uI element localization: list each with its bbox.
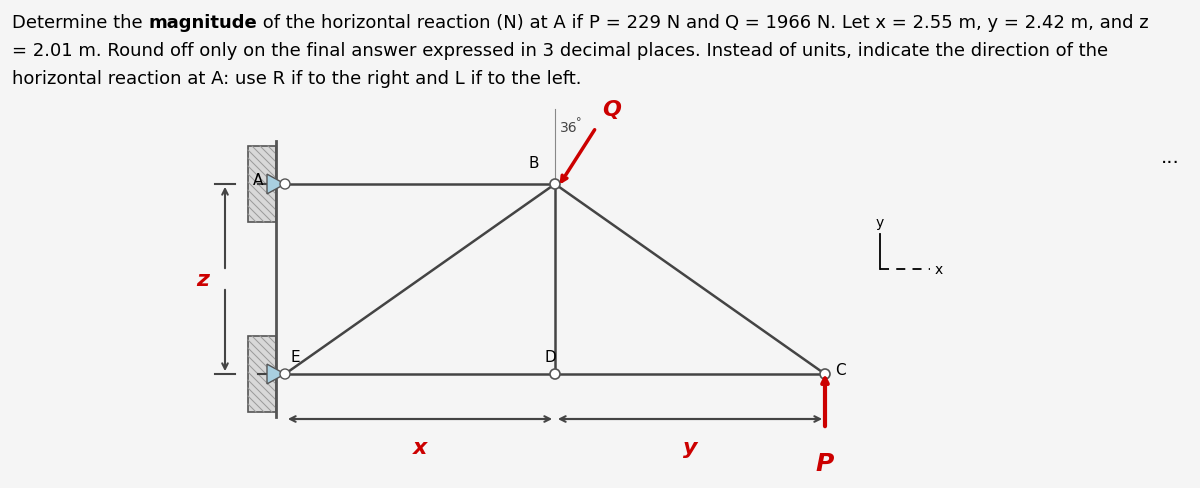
Text: of the horizontal reaction (N) at A if: of the horizontal reaction (N) at A if <box>257 14 589 32</box>
Text: x: x <box>935 263 943 276</box>
Text: 36: 36 <box>560 121 577 135</box>
Text: D: D <box>544 349 556 364</box>
Text: Q: Q <box>725 14 739 32</box>
Text: magnitude: magnitude <box>149 14 257 32</box>
Text: y: y <box>876 216 884 229</box>
Text: y: y <box>683 437 697 457</box>
Text: z: z <box>197 269 210 289</box>
Text: = 1966 N. Let x = 2.55 m, y = 2.42 m, and z: = 1966 N. Let x = 2.55 m, y = 2.42 m, an… <box>739 14 1150 32</box>
Circle shape <box>280 180 290 190</box>
Text: ...: ... <box>1160 148 1180 167</box>
Polygon shape <box>266 175 286 195</box>
Text: = 229 N and: = 229 N and <box>600 14 725 32</box>
Polygon shape <box>266 365 286 384</box>
Text: B: B <box>528 156 539 171</box>
Text: °: ° <box>576 117 582 127</box>
Text: x: x <box>413 437 427 457</box>
Text: E: E <box>290 349 300 364</box>
Text: A: A <box>253 173 263 188</box>
Text: P: P <box>589 14 600 32</box>
Circle shape <box>550 369 560 379</box>
Text: P: P <box>816 451 834 475</box>
Bar <box>248 336 276 412</box>
Bar <box>248 147 276 223</box>
Circle shape <box>550 180 560 190</box>
Circle shape <box>820 369 830 379</box>
Circle shape <box>280 369 290 379</box>
Text: = 2.01 m. Round off only on the final answer expressed in 3 decimal places. Inst: = 2.01 m. Round off only on the final an… <box>12 42 1108 60</box>
Text: C: C <box>835 363 846 378</box>
Text: Determine the: Determine the <box>12 14 149 32</box>
Text: horizontal reaction at A: use R if to the right and L if to the left.: horizontal reaction at A: use R if to th… <box>12 70 582 88</box>
Text: Q: Q <box>602 100 622 120</box>
